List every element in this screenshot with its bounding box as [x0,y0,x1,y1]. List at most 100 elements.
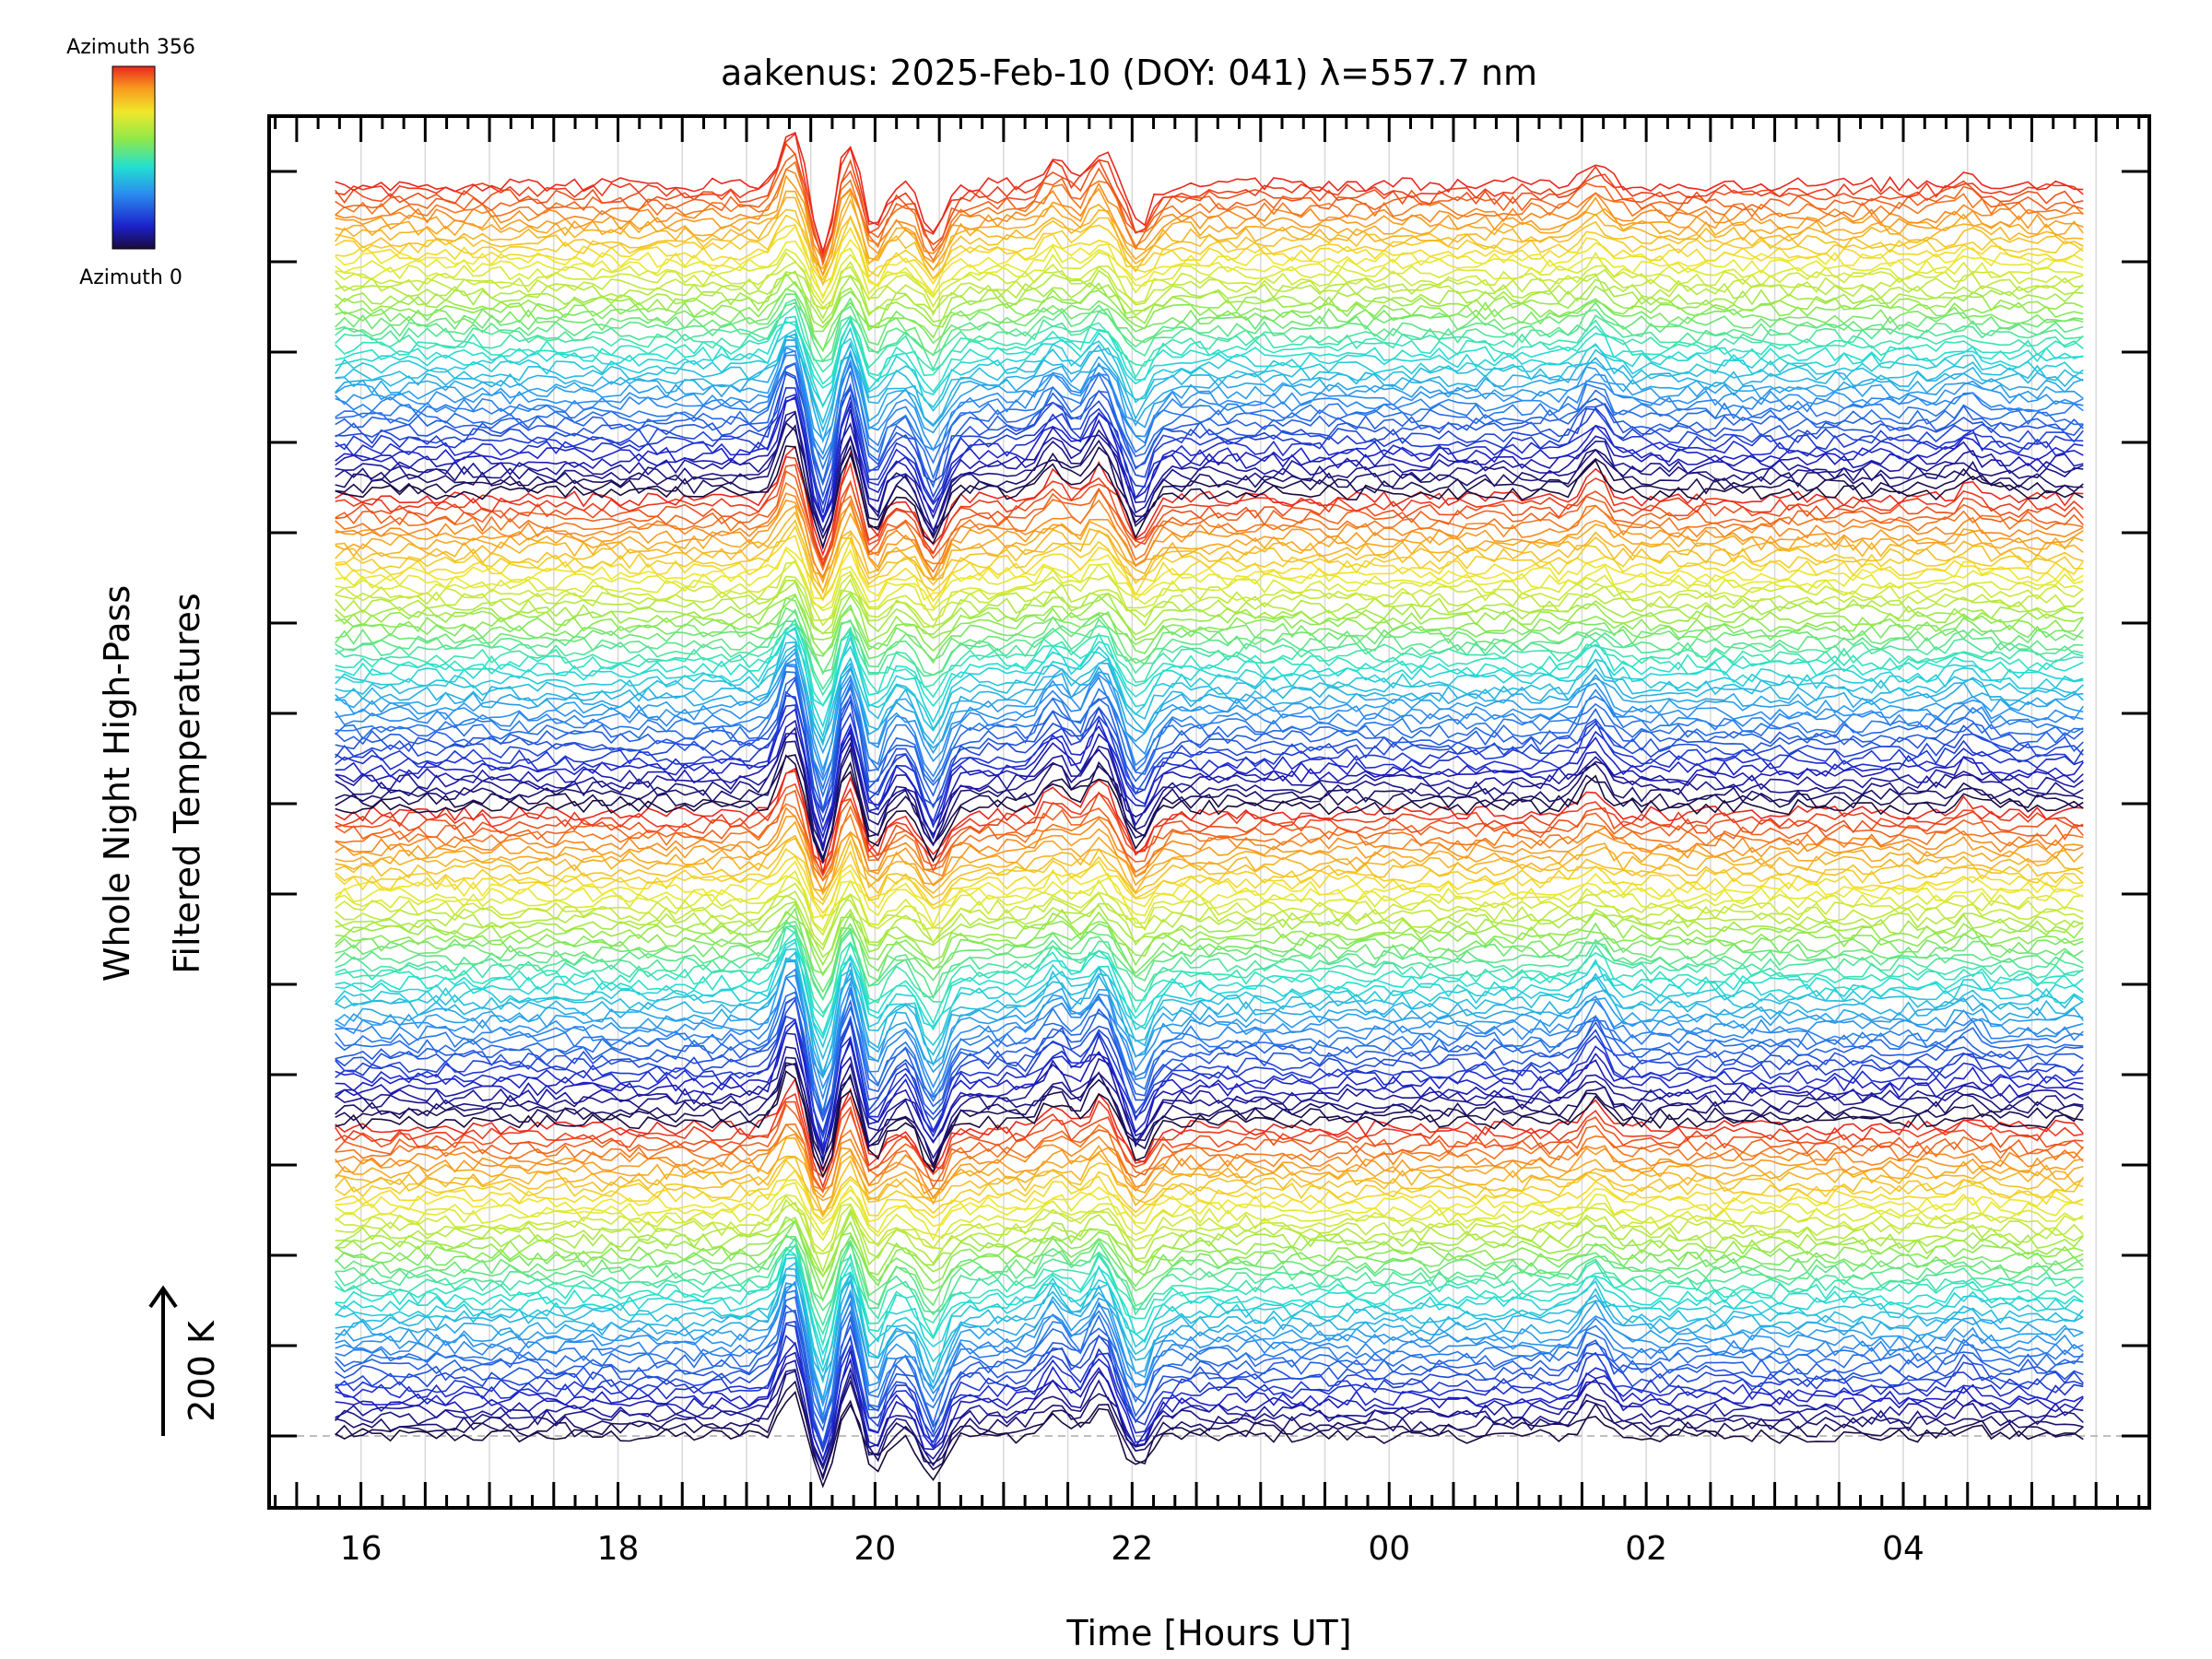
x-axis-label: Time [Hours UT] [1065,1613,1351,1653]
azimuth-series-line [335,975,2084,1115]
azimuth-series-line [335,1304,2084,1432]
azimuth-series-line [335,142,2084,261]
azimuth-series-line [335,1380,2084,1481]
azimuth-series-line [335,657,2084,782]
azimuth-series-line [335,1256,2084,1373]
azimuth-series-line [335,628,2084,729]
azimuth-series-line [335,298,2084,371]
azimuth-series-line [335,1267,2084,1403]
azimuth-series-line [335,1045,2084,1156]
azimuth-series-line [335,924,2084,1001]
azimuth-series-line [335,280,2084,339]
azimuth-series-line [335,224,2084,285]
azimuth-series-line [335,870,2084,933]
azimuth-series-line [335,445,2084,549]
azimuth-series-line [335,548,2084,610]
azimuth-series-line [335,1289,2084,1424]
azimuth-series-line [335,333,2084,433]
x-tick-label: 04 [1882,1530,1924,1568]
azimuth-series-line [335,269,2084,320]
azimuth-series-line [335,1100,2084,1179]
chart-title: aakenus: 2025-Feb-10 (DOY: 041) λ=557.7 … [721,53,1537,93]
azimuth-series-line [335,1235,2084,1335]
azimuth-series-line [335,1194,2084,1241]
azimuth-series-line [335,974,2084,1090]
azimuth-series-line [335,1103,2084,1194]
azimuth-series-line [335,837,2084,902]
azimuth-series-line [335,929,2084,1025]
azimuth-series-line [335,1309,2084,1447]
azimuth-series-line [335,991,2084,1117]
azimuth-series-line [335,1015,2084,1135]
azimuth-series-line [335,579,2084,635]
azimuth-series-line [335,606,2084,676]
azimuth-series-line [335,1020,2084,1151]
azimuth-series-line [335,304,2084,373]
azimuth-series-line [335,920,2084,994]
azimuth-series-line [335,995,2084,1123]
azimuth-series-line [335,345,2084,444]
azimuth-series-line [335,261,2084,317]
azimuth-series-line [335,1235,2084,1307]
azimuth-series-line [335,132,2084,257]
azimuth-series-line [335,1282,2084,1419]
azimuth-series-line [335,900,2084,959]
series-group [335,131,2084,1488]
azimuth-series-line [335,174,2084,277]
azimuth-series-line [335,694,2084,824]
azimuth-series-line [335,1198,2084,1255]
y-axis-label-line2: Filtered Temperatures [167,593,207,973]
azimuth-series-line [335,959,2084,1076]
azimuth-series-line [335,1123,2084,1199]
azimuth-series-line [335,664,2084,779]
azimuth-series-line [335,704,2084,832]
azimuth-series-line [335,622,2084,697]
azimuth-series-line [335,620,2084,691]
x-tick-label: 22 [1111,1530,1153,1568]
azimuth-series-line [335,354,2084,461]
azimuth-series-line [335,394,2084,523]
azimuth-series-line [335,1324,2084,1449]
azimuth-series-line [335,875,2084,928]
azimuth-series-line [335,424,2084,550]
azimuth-series-line [335,386,2084,513]
azimuth-series-line [335,641,2084,745]
azimuth-series-line [335,492,2084,580]
azimuth-series-line [335,767,2084,876]
azimuth-series-line [335,1216,2084,1278]
azimuth-series-line [335,968,2084,1101]
azimuth-series-line [335,372,2084,507]
azimuth-series-line [335,397,2084,520]
azimuth-series-line [335,347,2084,455]
azimuth-series-line [335,1279,2084,1407]
azimuth-series-line [335,317,2084,385]
azimuth-series-line [335,470,2084,562]
colorbar-gradient [112,65,156,250]
azimuth-series-line [335,1063,2084,1168]
azimuth-series-line [335,1218,2084,1303]
scale-bar-label: 200 K [182,1320,222,1422]
azimuth-series-line [335,511,2084,594]
y-axis-label-line1: Whole Night High-Pass [97,585,137,982]
azimuth-series-line [335,803,2084,882]
azimuth-series-line [335,196,2084,271]
azimuth-series-line [335,131,2084,254]
azimuth-series-line [335,1320,2084,1453]
azimuth-series-line [335,559,2084,612]
azimuth-series-line [335,1056,2084,1166]
azimuth-series-line [335,293,2084,357]
azimuth-series-line [335,907,2084,975]
azimuth-series-line [335,882,2084,936]
azimuth-series-line [335,815,2084,893]
azimuth-series-line [335,832,2084,895]
x-tick-label: 18 [597,1530,640,1568]
azimuth-series-line [335,806,2084,882]
azimuth-series-line [335,335,2084,425]
azimuth-series-line [335,1247,2084,1347]
azimuth-series-line [335,1062,2084,1171]
azimuth-series-line [335,941,2084,1037]
azimuth-series-line [335,676,2084,810]
x-tick-label: 20 [854,1530,897,1568]
azimuth-series-line [335,754,2084,865]
